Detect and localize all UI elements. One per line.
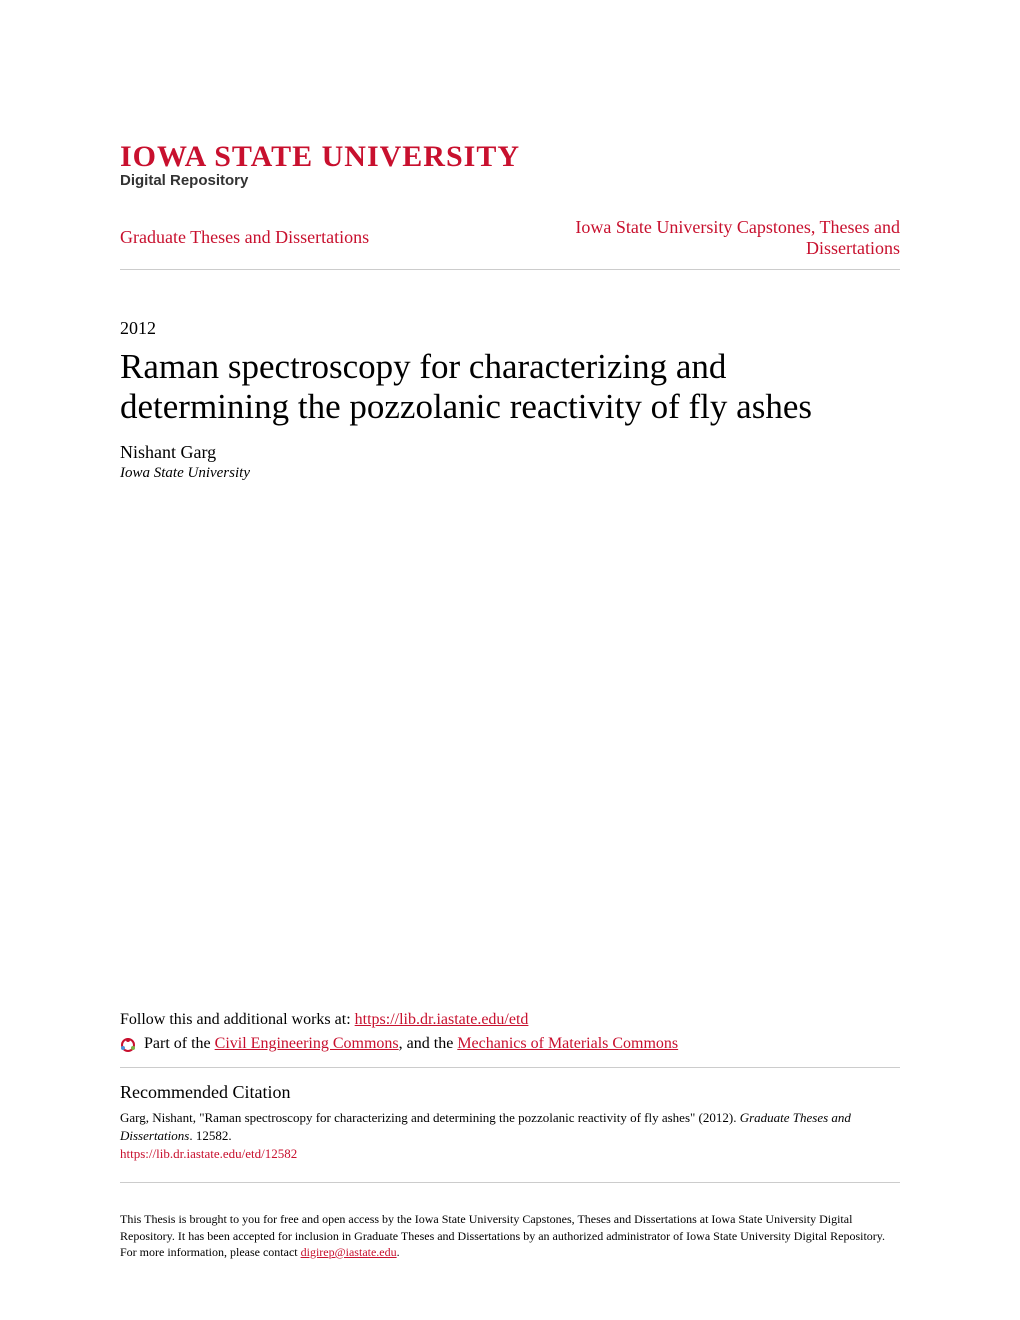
follow-line: Follow this and additional works at: htt… — [120, 1011, 900, 1029]
citation-pre: Garg, Nishant, "Raman spectroscopy for c… — [120, 1110, 740, 1125]
logo-main-text: IOWA STATE UNIVERSITY — [120, 140, 900, 174]
follow-prefix: Follow this and additional works at: — [120, 1011, 355, 1028]
subject-link-1[interactable]: Civil Engineering Commons — [215, 1035, 399, 1052]
citation-text: Garg, Nishant, "Raman spectroscopy for c… — [120, 1109, 900, 1144]
footer-text: This Thesis is brought to you for free a… — [120, 1211, 900, 1260]
citation-post: . 12582. — [189, 1128, 231, 1143]
part-of-joiner: , and the — [399, 1035, 458, 1052]
citation-block: Recommended Citation Garg, Nishant, "Ram… — [120, 1082, 900, 1183]
follow-block: Follow this and additional works at: htt… — [120, 1011, 900, 1068]
author-affiliation: Iowa State University — [120, 465, 900, 482]
part-of-prefix: Part of the — [144, 1035, 215, 1052]
citation-url-link[interactable]: https://lib.dr.iastate.edu/etd/12582 — [120, 1146, 900, 1162]
follow-url-link[interactable]: https://lib.dr.iastate.edu/etd — [355, 1011, 529, 1028]
vertical-spacer — [120, 482, 900, 1012]
institution-logo: IOWA STATE UNIVERSITY Digital Repository — [120, 140, 900, 189]
paper-title: Raman spectroscopy for characterizing an… — [120, 347, 900, 428]
part-of-line: Part of the Civil Engineering Commons, a… — [120, 1035, 900, 1053]
author-name: Nishant Garg — [120, 442, 900, 463]
footer-email-link[interactable]: digirep@iastate.edu — [301, 1245, 397, 1259]
network-icon — [120, 1037, 136, 1053]
collection-nav-row: Graduate Theses and Dissertations Iowa S… — [120, 217, 900, 270]
citation-heading: Recommended Citation — [120, 1082, 900, 1103]
publication-year: 2012 — [120, 318, 900, 339]
footer-post: . — [397, 1245, 400, 1259]
collection-link-right[interactable]: Iowa State University Capstones, Theses … — [540, 217, 900, 259]
logo-sub-text: Digital Repository — [120, 172, 900, 189]
page-container: IOWA STATE UNIVERSITY Digital Repository… — [0, 0, 1020, 1320]
footer-pre: This Thesis is brought to you for free a… — [120, 1212, 885, 1258]
subject-link-2[interactable]: Mechanics of Materials Commons — [457, 1035, 678, 1052]
collection-link-left[interactable]: Graduate Theses and Dissertations — [120, 217, 369, 248]
